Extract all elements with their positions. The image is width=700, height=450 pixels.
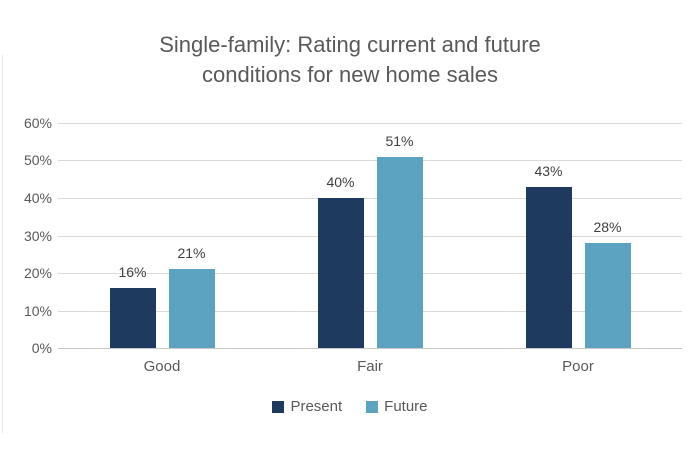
legend-label-future: Future	[384, 398, 428, 415]
legend-item-future: Future	[366, 398, 428, 415]
gridline	[58, 123, 682, 124]
y-axis-tick-label: 40%	[23, 189, 52, 206]
bar-present-poor: 43%	[525, 163, 572, 348]
bar-future-good: 21%	[168, 245, 215, 348]
gridline	[58, 310, 682, 312]
bar-present-good: 16%	[109, 264, 156, 348]
gridline	[58, 272, 682, 274]
x-axis: Good Fair Poor	[58, 358, 682, 375]
category-label-fair: Fair	[357, 358, 383, 375]
category-label-good: Good	[143, 358, 181, 375]
y-axis-tick-label: 30%	[23, 227, 52, 244]
y-axis-tick-label: 10%	[23, 302, 52, 319]
bar-group-poor: 43% 28%	[474, 123, 682, 348]
y-axis-tick-label: 60%	[23, 115, 52, 131]
legend-swatch-present	[272, 400, 285, 413]
y-axis-tick-label: 0%	[31, 340, 52, 356]
chart-title: Single-family: Rating current and future…	[110, 30, 590, 90]
data-label: 28%	[593, 219, 622, 235]
chart-title-line2: conditions for new home sales	[202, 62, 498, 87]
category-label-poor: Poor	[562, 358, 594, 375]
legend: Present Future	[0, 398, 700, 415]
bar-group-good: 16% 21%	[58, 123, 266, 348]
data-label: 40%	[326, 174, 355, 191]
y-axis: 60% 50% 40% 30% 20% 10% 0%	[0, 115, 52, 356]
chart-title-line1: Single-family: Rating current and future	[159, 32, 541, 57]
data-label: 51%	[385, 132, 414, 149]
bar-future-fair: 51%	[376, 133, 423, 348]
bar-group-fair: 40% 51%	[266, 123, 474, 348]
plot-area: 16% 21% 40% 51% 43% 28%	[58, 123, 682, 349]
bar-present-fair: 40%	[317, 174, 364, 348]
legend-item-present: Present	[272, 398, 342, 415]
data-label: 43%	[534, 162, 563, 179]
legend-label-present: Present	[290, 398, 343, 415]
data-label: 16%	[118, 264, 147, 280]
bar-future-poor: 28%	[584, 219, 631, 348]
legend-swatch-future	[366, 400, 379, 413]
gridline	[58, 160, 682, 162]
gridline	[58, 235, 682, 237]
gridline	[58, 197, 682, 199]
data-label: 21%	[177, 245, 206, 262]
y-axis-tick-label: 20%	[23, 264, 52, 281]
y-axis-tick-label: 50%	[23, 152, 52, 169]
chart-frame-left-border	[2, 55, 3, 433]
